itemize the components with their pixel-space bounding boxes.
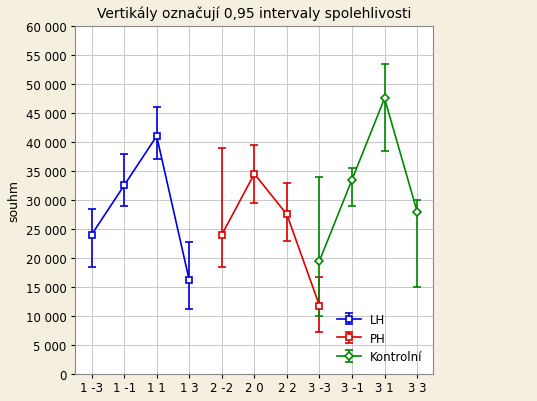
Y-axis label: souhm: souhm	[7, 180, 20, 221]
Legend: LH, PH, Kontrolní: LH, PH, Kontrolní	[332, 308, 427, 368]
Title: Vertikály označují 0,95 intervaly spolehlivosti: Vertikály označují 0,95 intervaly spoleh…	[97, 7, 411, 21]
